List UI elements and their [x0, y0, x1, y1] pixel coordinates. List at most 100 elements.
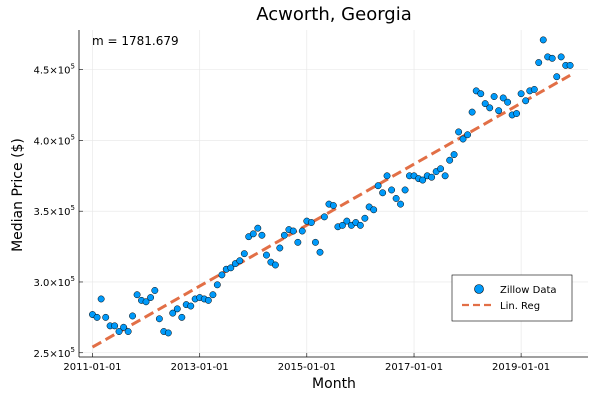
data-point [553, 73, 561, 81]
data-point [477, 90, 485, 98]
y-tick-exponent: 5 [71, 346, 75, 354]
data-point [397, 200, 404, 208]
data-point [227, 264, 235, 272]
y-tick-mantissa: 2.5×10 [34, 349, 71, 360]
data-point [187, 302, 195, 310]
data-point [240, 250, 248, 258]
y-tick-mantissa: 4.0×10 [34, 136, 71, 147]
data-point [361, 214, 369, 222]
y-tick-mantissa: 4.5×10 [34, 66, 71, 77]
data-point [459, 135, 467, 143]
data-point [142, 298, 150, 306]
data-point [258, 231, 266, 239]
data-point [441, 172, 449, 180]
y-tick-label: 4.0×105 [34, 133, 75, 147]
zillow-data-series [89, 36, 574, 337]
data-point [343, 217, 351, 225]
data-point [263, 251, 270, 259]
data-point [388, 186, 396, 194]
data-point [548, 54, 556, 62]
legend-label-lin-reg: Lin. Reg [500, 301, 540, 312]
x-axis-title: Month [312, 376, 356, 392]
data-point [374, 182, 382, 190]
y-tick-label: 3.5×105 [34, 204, 75, 218]
data-point [566, 61, 574, 69]
data-point [468, 108, 476, 116]
data-point [111, 322, 119, 330]
x-tick-label: 2013-01-01 [171, 362, 229, 373]
data-point [316, 248, 324, 256]
data-point [164, 329, 172, 337]
legend-label-zillow-data: Zillow Data [500, 285, 557, 296]
regression-line-series [91, 73, 571, 349]
data-point [204, 296, 212, 304]
plot-frame [78, 30, 588, 358]
data-point [209, 291, 217, 299]
y-tick-label: 3.0×105 [34, 275, 75, 289]
data-point [490, 93, 498, 100]
data-point [307, 219, 315, 226]
data-point [129, 312, 136, 320]
x-tick-label: 2011-01-01 [63, 362, 121, 373]
y-tick-label: 4.5×105 [34, 63, 75, 77]
y-tick-mantissa: 3.0×10 [34, 278, 71, 289]
legend: Zillow Data Lin. Reg [451, 274, 573, 322]
data-point [218, 271, 226, 279]
data-point [446, 156, 454, 164]
y-tick-label: 2.5×105 [34, 346, 75, 360]
chart-title: Acworth, Georgia [256, 4, 412, 25]
data-point [450, 151, 458, 159]
data-point [455, 128, 463, 136]
x-tick-label: 2019-01-01 [492, 362, 550, 373]
data-point [338, 221, 346, 229]
data-point [271, 261, 279, 269]
data-point [102, 313, 110, 321]
data-point [173, 305, 181, 313]
data-point [379, 189, 387, 197]
y-tick-exponent: 5 [71, 63, 75, 71]
x-tick-label: 2015-01-01 [278, 362, 336, 373]
data-point [401, 186, 409, 194]
x-tick-label: 2017-01-01 [385, 362, 443, 373]
data-point [513, 110, 521, 117]
data-point [329, 202, 337, 209]
y-tick-exponent: 5 [71, 133, 75, 141]
data-point [312, 238, 319, 246]
legend-box [451, 274, 573, 322]
data-point [124, 328, 132, 335]
data-point [236, 257, 244, 265]
data-point [437, 165, 445, 173]
data-point [535, 59, 543, 67]
data-point [133, 291, 141, 299]
data-point [289, 227, 297, 235]
data-point [481, 100, 489, 108]
grid [79, 30, 588, 357]
data-point [254, 224, 262, 232]
data-point [370, 206, 378, 214]
data-point [120, 323, 128, 331]
data-point [155, 315, 163, 323]
data-point [147, 294, 155, 301]
data-point [213, 281, 221, 289]
data-point [419, 176, 427, 184]
y-axis-title: Median Price ($) [10, 138, 26, 252]
y-tick-exponent: 5 [71, 204, 75, 212]
x-axis: 2011-01-01 2013-01-01 2015-01-01 2017-01-01… [63, 353, 550, 373]
data-point [178, 313, 186, 321]
data-point [517, 90, 525, 98]
data-point [464, 131, 472, 139]
data-point [530, 86, 538, 93]
data-point [495, 107, 503, 115]
data-point [151, 287, 159, 294]
data-point [392, 195, 400, 202]
y-tick-mantissa: 3.5×10 [34, 207, 71, 218]
data-point [276, 244, 284, 252]
data-point [280, 231, 288, 239]
legend-marker-zillow-data [474, 284, 484, 294]
data-point [169, 309, 177, 317]
data-point [486, 104, 494, 112]
data-point [97, 295, 105, 303]
data-point [539, 36, 547, 44]
data-point [522, 97, 530, 105]
